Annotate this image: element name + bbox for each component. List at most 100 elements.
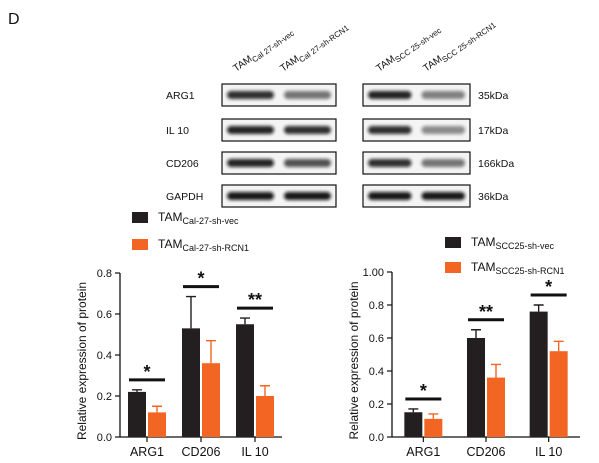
blot-column-label: TAMSCC 25-sh-RCN1 xyxy=(421,17,498,76)
blot-band xyxy=(284,91,331,99)
bar xyxy=(529,311,548,437)
blot-band xyxy=(284,192,331,200)
blot-band xyxy=(421,192,465,200)
blot-band xyxy=(368,91,412,99)
y-tick-label: 0.0 xyxy=(369,432,384,444)
blot-band xyxy=(421,126,465,134)
blot-frame xyxy=(221,83,337,107)
blot-band xyxy=(368,192,412,200)
blot-row-label: IL 10 xyxy=(166,125,189,137)
significance-label: ** xyxy=(479,302,493,322)
legend-swatch xyxy=(445,262,461,273)
error-bar xyxy=(408,408,419,413)
blot-band xyxy=(421,91,465,99)
error-bar xyxy=(428,413,439,419)
y-tick-label: 0.0 xyxy=(97,432,112,444)
x-tick-label: CD206 xyxy=(467,445,506,459)
legend-label: TAMCal-27-sh-vec xyxy=(158,210,239,226)
bar xyxy=(182,328,200,437)
blot-band xyxy=(368,126,412,134)
blot-frame xyxy=(221,118,337,142)
blot-size-label: 17kDa xyxy=(478,125,509,137)
significance-label: * xyxy=(545,277,552,297)
legend-label: TAMCal-27-sh-RCN1 xyxy=(158,237,249,253)
blot-row-label: CD206 xyxy=(166,158,199,170)
x-tick-label: ARG1 xyxy=(130,445,164,459)
y-tick-label: 0.8 xyxy=(369,300,384,312)
blot-size-label: 166kDa xyxy=(478,158,514,170)
error-bar xyxy=(471,329,481,338)
legend-swatch xyxy=(132,212,148,223)
blot-size-label: 36kDa xyxy=(478,191,509,203)
y-tick-label: 0.6 xyxy=(369,333,384,345)
blot-band xyxy=(227,91,274,99)
bar xyxy=(256,396,274,437)
bar xyxy=(128,391,146,437)
legend-label-sub: Cal-27-sh-vec xyxy=(182,216,239,226)
significance-label: * xyxy=(420,381,427,401)
bar xyxy=(487,377,505,437)
y-tick-label: 0.4 xyxy=(97,350,112,362)
error-bar xyxy=(553,340,564,352)
legend-swatch xyxy=(445,237,461,248)
blot-band xyxy=(421,159,465,167)
blot-column-label-sub: SCC 25-sh-RCN1 xyxy=(440,20,498,64)
bar xyxy=(148,412,166,437)
blot-band xyxy=(227,159,274,167)
y-tick-label: 0.8 xyxy=(97,268,112,280)
legend-label-sub: SCC25-sh-RCN1 xyxy=(495,266,564,276)
legend-label-sub: SCC25-sh-vec xyxy=(495,241,554,251)
blot-frame xyxy=(221,151,337,175)
bar xyxy=(404,412,423,437)
legend-label-main: TAM xyxy=(471,235,495,249)
x-tick-label: IL 10 xyxy=(241,445,268,459)
error-bar xyxy=(132,389,142,392)
significance-label: * xyxy=(143,362,150,382)
y-tick-label: 0.2 xyxy=(369,399,384,411)
blot-band xyxy=(368,159,412,167)
blot-row-label: ARG1 xyxy=(166,90,195,102)
bar xyxy=(549,351,568,437)
y-tick-label: 0.2 xyxy=(97,391,112,403)
error-bar xyxy=(206,339,216,364)
significance-label: ** xyxy=(248,290,262,310)
blot-frame xyxy=(362,83,471,107)
blot-band xyxy=(227,192,274,200)
panel-label: D xyxy=(8,11,20,28)
error-bar xyxy=(491,363,501,378)
y-tick-label: 0.6 xyxy=(97,309,112,321)
blot-column-label: TAMCal 27-sh-RCN1 xyxy=(278,20,351,76)
error-bar xyxy=(152,405,162,413)
legend-swatch xyxy=(132,239,148,250)
legend-label-main: TAM xyxy=(471,260,495,274)
blot-frame xyxy=(362,184,471,208)
legend-label-main: TAM xyxy=(158,237,182,251)
blot-size-label: 35kDa xyxy=(478,90,509,102)
legend-label: TAMSCC25-sh-vec xyxy=(471,235,554,251)
y-tick-label: 1.00 xyxy=(363,267,384,279)
bar xyxy=(236,324,254,437)
x-tick-label: ARG1 xyxy=(406,445,440,459)
blot-frame xyxy=(221,184,337,208)
blot-band xyxy=(284,126,331,134)
x-tick-label: IL 10 xyxy=(535,445,562,459)
blot-frame xyxy=(362,151,471,175)
significance-label: * xyxy=(197,269,204,289)
blot-frame xyxy=(362,118,471,142)
legend-label: TAMSCC25-sh-RCN1 xyxy=(471,260,564,276)
bar xyxy=(424,418,443,437)
y-tick-label: 0.4 xyxy=(369,366,384,378)
error-bar xyxy=(260,385,270,396)
blot-band xyxy=(227,126,274,134)
x-tick-label: CD206 xyxy=(182,445,221,459)
bar xyxy=(202,363,220,437)
blot-column-label-sub: Cal 27-sh-RCN1 xyxy=(297,23,351,64)
blot-row-label: GAPDH xyxy=(166,191,203,203)
legend-label-sub: Cal-27-sh-RCN1 xyxy=(182,243,249,253)
y-axis-label: Relative expression of protein xyxy=(347,281,361,439)
error-bar xyxy=(533,304,544,312)
bar xyxy=(467,338,485,437)
error-bar xyxy=(240,317,250,325)
legend-label-main: TAM xyxy=(158,210,182,224)
